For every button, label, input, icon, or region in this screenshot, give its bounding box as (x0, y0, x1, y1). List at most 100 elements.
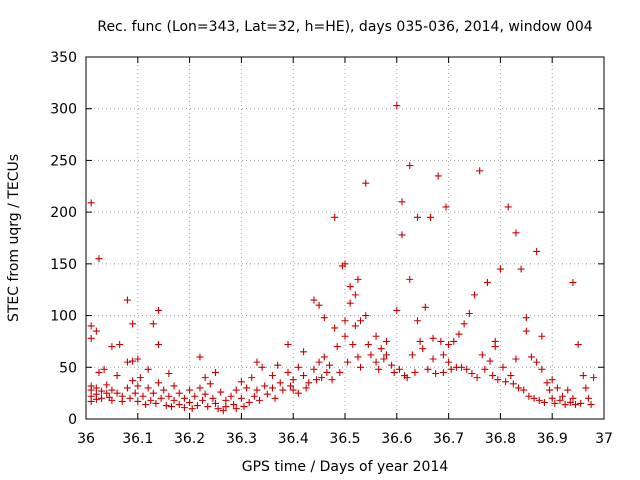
data-point (556, 396, 564, 404)
data-point (476, 167, 484, 175)
data-point (486, 357, 494, 365)
data-point (331, 324, 339, 332)
data-point (320, 353, 328, 361)
data-point (287, 382, 295, 390)
data-point (483, 278, 491, 286)
data-point (261, 382, 269, 390)
data-point (167, 403, 175, 411)
data-point (263, 390, 271, 398)
data-point (538, 332, 546, 340)
data-point (582, 384, 590, 392)
data-point (155, 379, 163, 387)
data-point (134, 355, 142, 363)
data-point (209, 394, 217, 402)
data-point (447, 365, 455, 373)
data-point (445, 341, 453, 349)
data-point (152, 399, 160, 407)
data-point (372, 358, 380, 366)
data-point (512, 229, 520, 237)
data-point (548, 376, 556, 384)
x-tick-label: 36.7 (433, 431, 464, 447)
data-point (543, 379, 551, 387)
data-point (243, 384, 251, 392)
data-point (149, 320, 157, 328)
data-point (126, 394, 134, 402)
data-point (411, 368, 419, 376)
data-point (346, 283, 354, 291)
data-point (170, 396, 178, 404)
data-point (165, 369, 173, 377)
data-point (113, 372, 121, 380)
data-point (155, 306, 163, 314)
data-point (406, 275, 414, 283)
data-point (390, 368, 398, 376)
data-point (364, 341, 372, 349)
data-point (354, 353, 362, 361)
data-point (579, 372, 587, 380)
data-point (113, 389, 121, 397)
data-point (566, 398, 574, 406)
data-point (502, 378, 510, 386)
data-point (351, 291, 359, 299)
x-tick-label: 36.1 (122, 431, 153, 447)
data-point (367, 351, 375, 359)
data-point (362, 179, 370, 187)
data-point (227, 392, 235, 400)
x-tick-label: 36.2 (174, 431, 205, 447)
data-point (551, 399, 559, 407)
data-point (439, 368, 447, 376)
data-point (559, 392, 567, 400)
data-point (95, 255, 103, 263)
data-point (232, 405, 240, 413)
data-point (357, 363, 365, 371)
data-point (144, 384, 152, 392)
data-point (256, 396, 264, 404)
data-point (289, 386, 297, 394)
data-point (315, 358, 323, 366)
data-point (460, 320, 468, 328)
data-point (248, 374, 256, 382)
data-point (414, 213, 422, 221)
data-point (103, 381, 111, 389)
data-point (129, 357, 137, 365)
data-point (186, 386, 194, 394)
data-point (530, 394, 538, 402)
data-point (393, 102, 401, 110)
data-point (538, 365, 546, 373)
data-point (429, 334, 437, 342)
data-point (377, 345, 385, 353)
data-point (87, 386, 95, 394)
y-tick-label: 100 (50, 309, 77, 325)
data-point (180, 404, 188, 412)
data-point (92, 327, 100, 335)
data-point (481, 365, 489, 373)
data-point (175, 389, 183, 397)
data-point (318, 374, 326, 382)
data-point (230, 401, 238, 409)
data-point (341, 260, 349, 268)
data-point (421, 303, 429, 311)
data-point (569, 394, 577, 402)
data-point (212, 399, 219, 407)
data-point (380, 355, 388, 363)
data-point (206, 380, 214, 388)
data-point (134, 397, 142, 405)
data-point (193, 402, 201, 410)
data-point (232, 386, 240, 394)
data-point (142, 401, 150, 409)
data-point (284, 368, 292, 376)
data-point (245, 398, 253, 406)
data-point (108, 343, 116, 351)
data-point (328, 376, 336, 384)
data-point (108, 396, 116, 404)
data-point (362, 312, 370, 320)
data-point (382, 337, 390, 345)
data-point (494, 376, 502, 384)
data-point (92, 384, 100, 392)
data-point (341, 317, 349, 325)
data-point (499, 363, 507, 371)
data-point (434, 172, 442, 180)
data-point (302, 384, 310, 392)
data-point (100, 365, 108, 373)
